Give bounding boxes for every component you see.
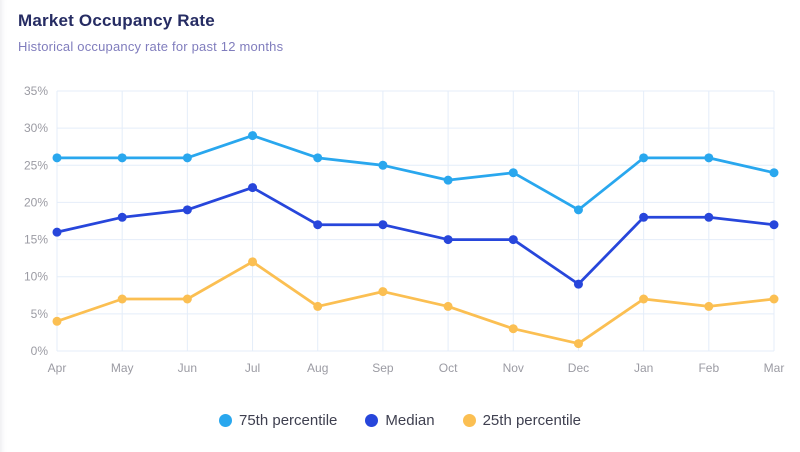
- data-point[interactable]: [769, 220, 779, 230]
- legend-dot-median: [365, 414, 379, 427]
- data-point[interactable]: [248, 257, 258, 267]
- data-point[interactable]: [182, 205, 192, 215]
- data-point[interactable]: [443, 301, 453, 311]
- data-point[interactable]: [52, 153, 62, 163]
- y-axis-tick-label: 15%: [24, 233, 48, 247]
- y-axis-tick-label: 0%: [31, 344, 49, 358]
- data-point[interactable]: [704, 153, 714, 163]
- legend-dot-25th-percentile: [462, 414, 476, 427]
- data-point[interactable]: [573, 205, 583, 215]
- series-line-median: [55, 186, 776, 286]
- data-point[interactable]: [443, 235, 453, 245]
- data-point[interactable]: [508, 324, 518, 334]
- y-axis-tick-label: 5%: [31, 307, 49, 321]
- data-point[interactable]: [508, 168, 518, 178]
- legend-label-25th-percentile: 25th percentile: [482, 412, 581, 429]
- data-point[interactable]: [117, 153, 127, 163]
- data-point[interactable]: [769, 294, 779, 304]
- x-axis-tick-label: Feb: [698, 361, 719, 375]
- data-point[interactable]: [639, 212, 649, 222]
- x-axis-tick-label: Mar: [764, 361, 785, 375]
- series-line-75th-percentile: [55, 134, 776, 212]
- data-point[interactable]: [248, 183, 258, 193]
- data-point[interactable]: [52, 316, 62, 326]
- y-axis-tick-label: 10%: [24, 270, 48, 284]
- y-axis-tick-label: 30%: [24, 121, 48, 135]
- x-axis-tick-label: Apr: [48, 361, 67, 375]
- data-point[interactable]: [313, 301, 323, 311]
- y-axis-tick-label: 35%: [24, 84, 48, 98]
- legend-item-25th-percentile[interactable]: 25th percentile: [462, 412, 581, 429]
- chart-title: Market Occupancy Rate: [18, 11, 215, 30]
- data-point[interactable]: [573, 339, 583, 349]
- x-axis-tick-label: Oct: [439, 361, 458, 375]
- x-axis-tick-label: Aug: [307, 361, 328, 375]
- legend-item-median[interactable]: Median: [365, 412, 435, 429]
- chart-legend: 75th percentile Median 25th percentile: [0, 412, 800, 429]
- x-axis-tick-label: Nov: [503, 361, 524, 375]
- data-point[interactable]: [443, 175, 453, 185]
- x-axis-tick-label: Sep: [372, 361, 394, 375]
- x-axis-tick-label: Jul: [245, 361, 260, 375]
- legend-dot-75th-percentile: [218, 414, 232, 427]
- data-point[interactable]: [117, 294, 127, 304]
- data-point[interactable]: [704, 301, 714, 311]
- data-point[interactable]: [704, 212, 714, 222]
- x-axis-tick-label: May: [111, 361, 134, 375]
- data-point[interactable]: [117, 212, 127, 222]
- chart-subtitle: Historical occupancy rate for past 12 mo…: [18, 39, 284, 54]
- x-axis-tick-label: Jun: [178, 361, 197, 375]
- data-point[interactable]: [769, 168, 779, 178]
- data-point[interactable]: [52, 227, 62, 237]
- y-axis-tick-label: 25%: [24, 158, 48, 172]
- series-line-25th-percentile: [55, 260, 776, 345]
- data-point[interactable]: [248, 131, 258, 141]
- data-point[interactable]: [639, 153, 649, 163]
- data-point[interactable]: [313, 220, 323, 230]
- x-axis-tick-label: Dec: [568, 361, 589, 375]
- data-point[interactable]: [378, 160, 388, 170]
- data-point[interactable]: [639, 294, 649, 304]
- x-axis-tick-label: Jan: [634, 361, 653, 375]
- legend-label-median: Median: [385, 412, 435, 429]
- data-point[interactable]: [378, 287, 388, 297]
- data-point[interactable]: [313, 153, 323, 163]
- data-point[interactable]: [573, 279, 583, 289]
- legend-label-75th-percentile: 75th percentile: [238, 412, 338, 429]
- data-point[interactable]: [378, 220, 388, 230]
- data-point[interactable]: [508, 235, 518, 245]
- occupancy-line-chart: 0% 5% 10% 15% 20% 25% 30% 35% Apr May Jun Jul Aug Sep…: [24, 84, 785, 375]
- legend-item-75th-percentile[interactable]: 75th percentile: [218, 412, 338, 429]
- data-point[interactable]: [182, 294, 192, 304]
- data-point[interactable]: [182, 153, 192, 163]
- y-axis-tick-label: 20%: [24, 195, 48, 209]
